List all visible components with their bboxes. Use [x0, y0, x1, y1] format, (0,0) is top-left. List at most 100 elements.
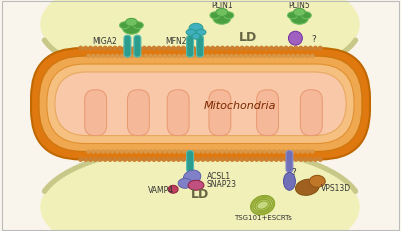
Circle shape: [95, 158, 99, 162]
Circle shape: [88, 68, 92, 72]
Circle shape: [253, 150, 257, 153]
Text: Mitochondria: Mitochondria: [204, 100, 276, 110]
Circle shape: [255, 47, 259, 51]
Ellipse shape: [188, 181, 204, 190]
Circle shape: [111, 150, 114, 153]
Circle shape: [88, 160, 92, 164]
Circle shape: [97, 150, 100, 153]
Circle shape: [196, 85, 200, 88]
Circle shape: [136, 80, 140, 84]
Circle shape: [282, 153, 286, 157]
Circle shape: [348, 46, 352, 50]
Circle shape: [265, 79, 269, 83]
FancyBboxPatch shape: [124, 36, 131, 58]
Circle shape: [67, 170, 71, 174]
Circle shape: [349, 184, 353, 188]
Circle shape: [238, 83, 242, 87]
Circle shape: [154, 55, 157, 58]
Circle shape: [233, 83, 237, 87]
Circle shape: [61, 173, 65, 177]
FancyBboxPatch shape: [47, 65, 354, 144]
Circle shape: [344, 179, 348, 183]
Circle shape: [103, 158, 107, 161]
Circle shape: [111, 55, 114, 58]
Ellipse shape: [284, 173, 296, 190]
Circle shape: [201, 47, 205, 51]
Circle shape: [282, 76, 286, 80]
Circle shape: [235, 150, 238, 153]
Circle shape: [220, 55, 223, 58]
Circle shape: [231, 158, 234, 161]
Circle shape: [158, 146, 162, 150]
Circle shape: [144, 55, 148, 58]
Circle shape: [142, 158, 146, 161]
Circle shape: [314, 66, 318, 70]
Circle shape: [332, 57, 336, 61]
Circle shape: [352, 41, 356, 45]
Circle shape: [318, 64, 322, 68]
Circle shape: [318, 47, 322, 51]
Circle shape: [162, 47, 166, 51]
Circle shape: [135, 150, 138, 153]
Circle shape: [163, 55, 166, 58]
Circle shape: [294, 47, 298, 51]
Circle shape: [119, 152, 123, 156]
Circle shape: [115, 76, 119, 80]
Circle shape: [311, 55, 314, 58]
Circle shape: [93, 158, 97, 161]
Circle shape: [296, 55, 300, 58]
Text: TSG101+ESCRTs: TSG101+ESCRTs: [234, 214, 292, 220]
Circle shape: [274, 47, 278, 51]
Circle shape: [245, 158, 249, 161]
Circle shape: [72, 61, 76, 65]
FancyBboxPatch shape: [55, 73, 346, 136]
Circle shape: [92, 69, 96, 73]
Circle shape: [269, 78, 273, 82]
Circle shape: [125, 150, 128, 153]
Circle shape: [64, 171, 68, 175]
Circle shape: [282, 55, 286, 58]
Circle shape: [211, 158, 215, 161]
Circle shape: [299, 47, 302, 51]
Circle shape: [332, 171, 336, 175]
Circle shape: [249, 55, 252, 58]
Circle shape: [168, 55, 171, 58]
Circle shape: [140, 150, 143, 153]
Circle shape: [99, 157, 103, 161]
Circle shape: [290, 74, 293, 78]
Circle shape: [49, 46, 53, 50]
Circle shape: [324, 61, 328, 65]
Circle shape: [297, 72, 301, 76]
Circle shape: [64, 57, 68, 61]
Circle shape: [304, 69, 308, 73]
Circle shape: [111, 75, 115, 79]
Circle shape: [340, 52, 344, 56]
Circle shape: [216, 55, 219, 58]
Circle shape: [224, 84, 228, 88]
Circle shape: [120, 55, 124, 58]
Circle shape: [85, 67, 89, 71]
Circle shape: [277, 55, 281, 58]
Circle shape: [321, 63, 325, 67]
Circle shape: [50, 181, 54, 185]
Circle shape: [140, 55, 143, 58]
Circle shape: [335, 56, 339, 60]
Circle shape: [59, 54, 63, 58]
Ellipse shape: [183, 170, 201, 185]
Circle shape: [344, 49, 348, 53]
Circle shape: [78, 64, 82, 68]
Circle shape: [304, 159, 308, 163]
Circle shape: [172, 145, 176, 149]
Circle shape: [308, 160, 312, 164]
Circle shape: [50, 48, 54, 52]
Circle shape: [314, 47, 317, 51]
Circle shape: [115, 153, 119, 157]
Circle shape: [260, 149, 264, 153]
FancyBboxPatch shape: [196, 36, 203, 58]
Circle shape: [216, 158, 219, 161]
Circle shape: [249, 150, 252, 153]
Circle shape: [301, 150, 304, 153]
Circle shape: [219, 144, 223, 148]
Circle shape: [304, 158, 308, 161]
Circle shape: [243, 146, 246, 150]
